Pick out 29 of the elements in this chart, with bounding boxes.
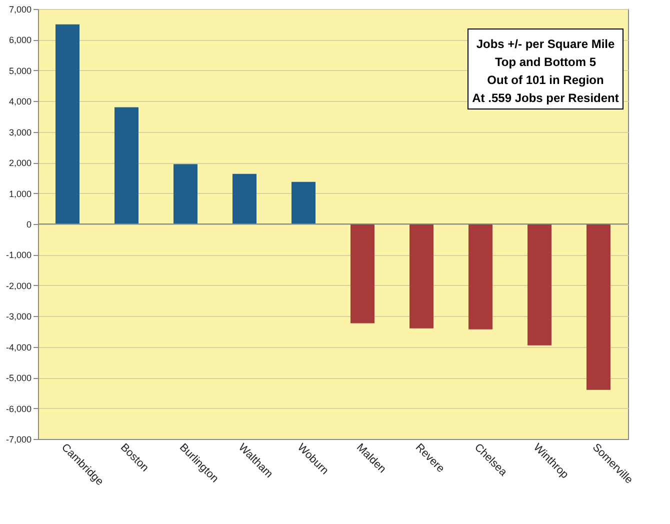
- bar: [350, 224, 374, 324]
- y-tick-label: -6,000: [6, 404, 32, 414]
- bar: [468, 224, 492, 330]
- annotation: At .559 Jobs per Resident: [472, 91, 619, 105]
- y-tick-label: 5,000: [8, 66, 32, 76]
- y-tick-label: 6,000: [8, 35, 32, 46]
- bar: [410, 224, 434, 328]
- bar: [174, 164, 198, 224]
- y-tick-label: -2,000: [6, 280, 32, 291]
- y-tick-label: 0: [26, 220, 32, 230]
- y-tick-label: -1,000: [6, 250, 32, 260]
- y-tick-label: 3,000: [8, 127, 32, 138]
- annotation: Jobs +/- per Square Mile: [476, 37, 616, 51]
- annotation: Out of 101 in Region: [487, 73, 604, 87]
- y-tick-label: 1,000: [8, 188, 32, 199]
- y-tick-label: -3,000: [6, 312, 32, 322]
- y-tick-label: 7,000: [8, 4, 32, 14]
- y-tick-label: 4,000: [8, 96, 32, 107]
- bar: [528, 224, 552, 346]
- bar: [586, 224, 610, 390]
- y-tick-label: -4,000: [6, 342, 32, 352]
- bar: [114, 107, 138, 224]
- y-tick-label: -7,000: [6, 434, 32, 444]
- y-tick-label: -5,000: [6, 373, 32, 384]
- bar: [292, 182, 316, 224]
- bar: [232, 174, 256, 224]
- annotation: Top and Bottom 5: [494, 55, 596, 69]
- y-tick-label: 2,000: [8, 158, 32, 168]
- bar: [56, 24, 80, 224]
